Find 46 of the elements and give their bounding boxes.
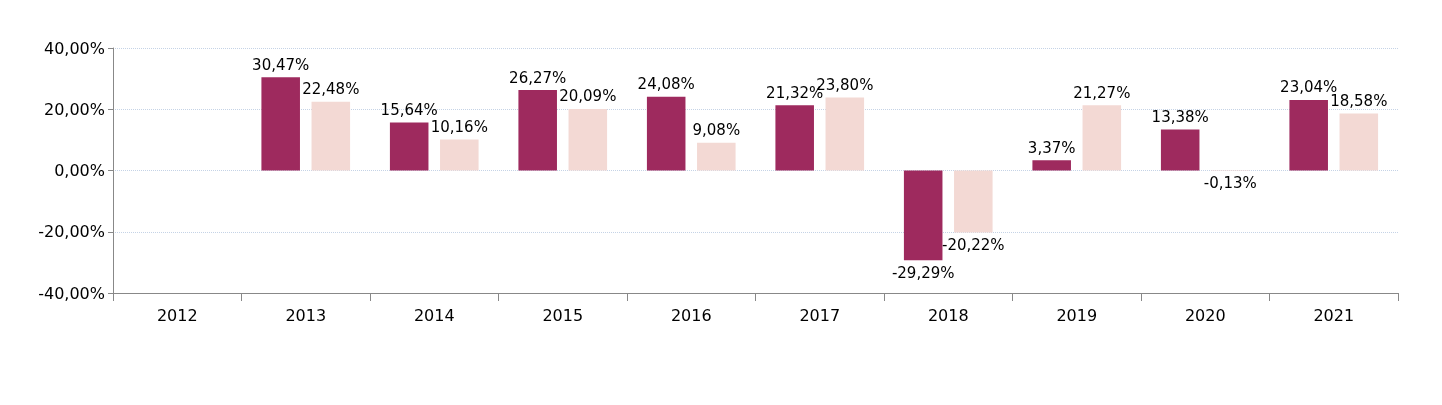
- data-label: 22,48%: [302, 80, 360, 99]
- data-label: 15,64%: [380, 101, 438, 120]
- bar: [1339, 113, 1379, 171]
- y-tick-label: 20,00%: [43, 99, 105, 119]
- data-label: 30,47%: [252, 55, 310, 74]
- data-label: 9,08%: [692, 121, 741, 140]
- y-tick-label: -40,00%: [38, 283, 105, 303]
- bar: [954, 170, 993, 233]
- bar: [568, 108, 608, 171]
- x-tick-label: 2014: [413, 305, 455, 325]
- y-tick-label: 40,00%: [43, 38, 105, 58]
- data-label: 26,27%: [509, 68, 567, 87]
- data-label: 21,27%: [1073, 83, 1131, 102]
- x-tick-label: 2016: [670, 305, 712, 325]
- data-label: -20,22%: [942, 235, 1005, 254]
- data-label: -0,13%: [1203, 174, 1257, 193]
- y-tick-label: 0,00%: [54, 161, 105, 180]
- bar: [825, 97, 865, 171]
- bar: [1289, 99, 1328, 171]
- bar: [1032, 160, 1071, 171]
- x-tick-label: 2019: [1056, 305, 1098, 325]
- x-tick-label: 2013: [285, 305, 327, 325]
- bar: [903, 170, 943, 261]
- bar: [1082, 105, 1122, 171]
- data-label: 20,09%: [559, 87, 617, 106]
- x-tick-label: 2018: [927, 305, 969, 325]
- bar: [518, 90, 557, 171]
- bar: [1160, 129, 1200, 171]
- x-tick-label: 2017: [799, 305, 841, 325]
- data-label: 13,38%: [1151, 108, 1209, 127]
- bar: [775, 105, 814, 171]
- bar: [311, 101, 351, 171]
- y-tick-label: -20,00%: [38, 222, 105, 242]
- data-label: -29,29%: [891, 263, 955, 282]
- data-label: 3,37%: [1027, 138, 1076, 157]
- bar: [389, 122, 429, 171]
- data-label: 10,16%: [430, 117, 488, 136]
- x-tick-label: 2020: [1184, 305, 1226, 325]
- bar: [440, 139, 479, 171]
- x-tick-label: 2012: [156, 305, 198, 325]
- x-tick-label: 2021: [1313, 305, 1355, 325]
- bar: [261, 77, 300, 171]
- x-tick-label: 2015: [542, 305, 584, 325]
- bar: [697, 142, 736, 171]
- bar: [646, 96, 686, 171]
- data-label: 24,08%: [637, 75, 695, 94]
